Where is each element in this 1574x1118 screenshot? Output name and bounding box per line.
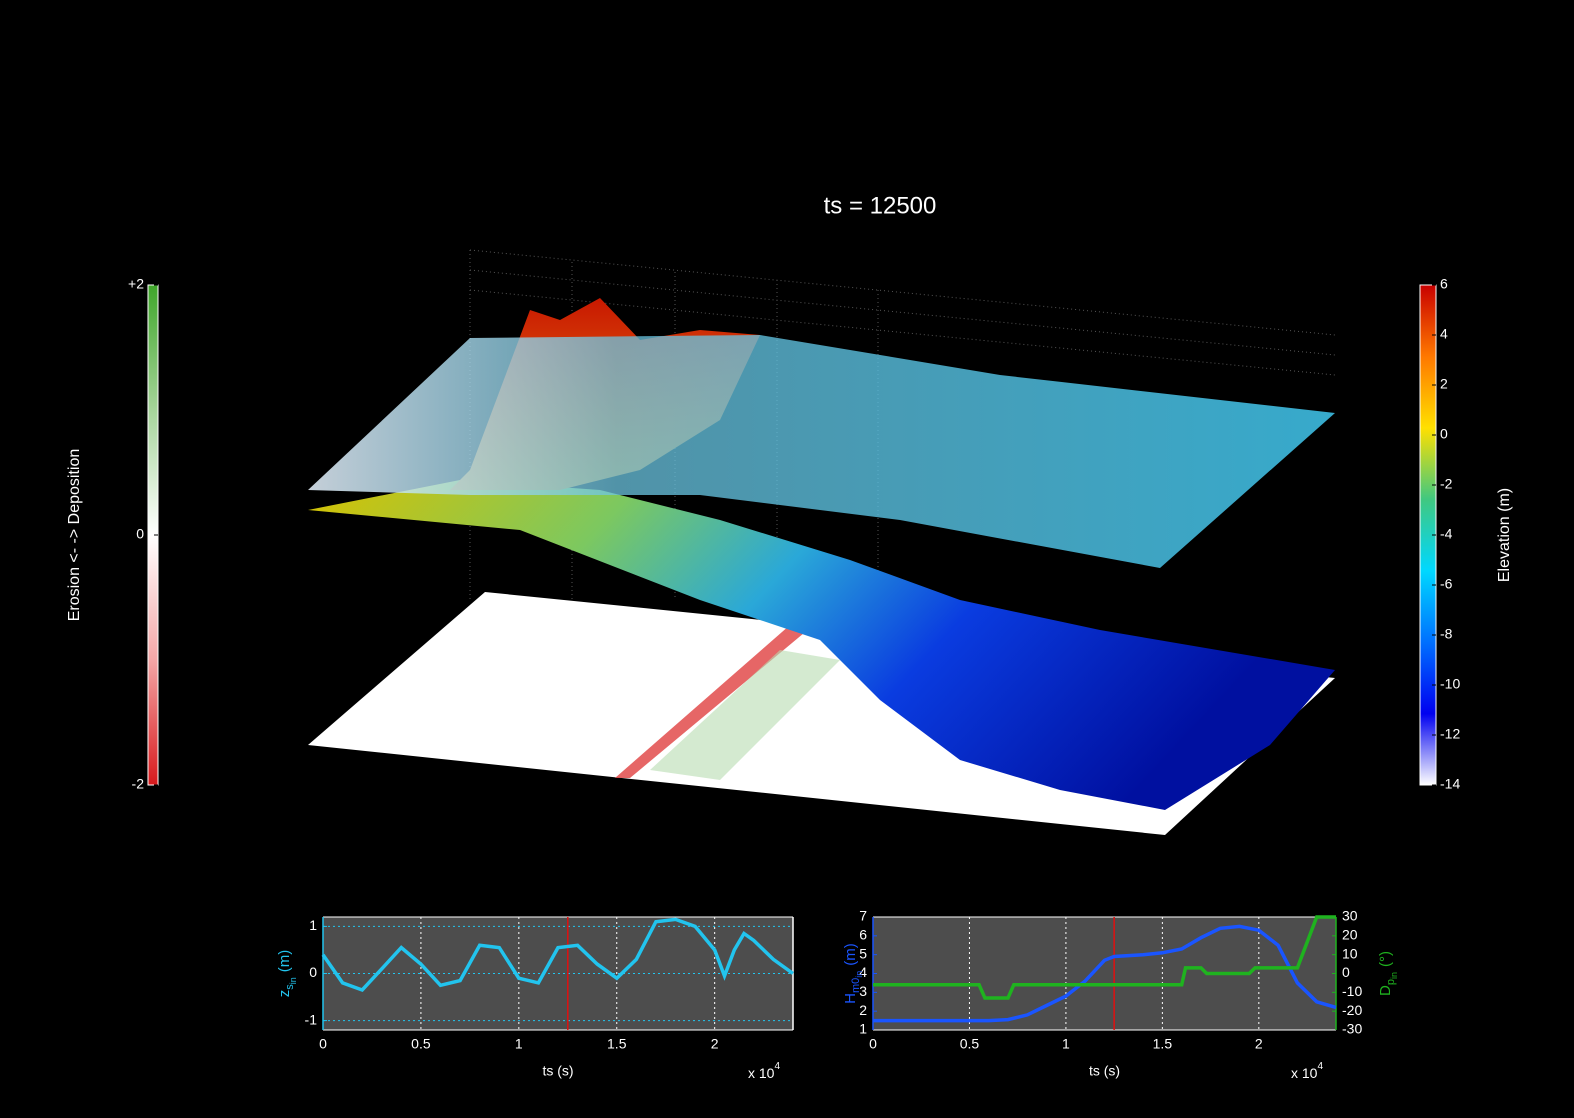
colorbar-tick-label: -2 xyxy=(132,776,145,792)
x-tick-label: 1.5 xyxy=(1153,1036,1173,1052)
multiplier-exponent: 4 xyxy=(1317,1061,1323,1072)
x-tick-label: 0 xyxy=(319,1036,327,1052)
y2-tick-label: 10 xyxy=(1342,945,1358,961)
colorbar-tick-label: +2 xyxy=(128,276,144,292)
y-tick-label: 0 xyxy=(309,964,317,980)
label-unit: (°) xyxy=(1377,951,1394,967)
x-tick-label: 2 xyxy=(1255,1036,1263,1052)
x-axis-label: ts (s) xyxy=(542,1063,573,1079)
colorbar-tick-label: -8 xyxy=(1440,626,1453,642)
y-tick-label: 2 xyxy=(859,1002,867,1018)
title: ts = 12500 xyxy=(824,192,937,219)
multiplier-base: x 10 xyxy=(748,1065,775,1081)
x-tick-label: 1 xyxy=(1062,1036,1070,1052)
colorbar-tick-label: -6 xyxy=(1440,576,1453,592)
y2-tick-label: 0 xyxy=(1342,964,1350,980)
x-tick-label: 0.5 xyxy=(411,1036,431,1052)
colorbar-tick-label: 0 xyxy=(136,526,144,542)
y2-tick-label: 30 xyxy=(1342,908,1358,924)
y2-tick-label: -10 xyxy=(1342,983,1362,999)
label-sub: m0 xyxy=(850,978,862,993)
colorbar-tick-label: -12 xyxy=(1440,726,1460,742)
x-tick-label: 0 xyxy=(869,1036,877,1052)
label-unit: (m) xyxy=(842,943,859,966)
label-unit: (m) xyxy=(276,950,293,973)
y-tick-label: -1 xyxy=(305,1011,318,1027)
multiplier-base: x 10 xyxy=(1291,1065,1318,1081)
colorbar-tick-label: 4 xyxy=(1440,326,1448,342)
y2-tick-label: 20 xyxy=(1342,927,1358,943)
colorbar-tick-label: 6 xyxy=(1440,276,1448,292)
label-subsub: in xyxy=(1389,972,1399,979)
label-subsub: in xyxy=(288,977,298,984)
colorbar-tick-label: -14 xyxy=(1440,776,1460,792)
x-tick-label: 2 xyxy=(711,1036,719,1052)
label-subsub: in xyxy=(854,971,864,978)
y-tick-label: 5 xyxy=(859,945,867,961)
colorbar-label: Elevation (m) xyxy=(1496,488,1513,582)
colorbar-tick-label: 0 xyxy=(1440,426,1448,442)
colorbar-tick-label: -10 xyxy=(1440,676,1460,692)
label-base: H xyxy=(842,993,859,1004)
x-tick-label: 0.5 xyxy=(960,1036,980,1052)
y-tick-label: 7 xyxy=(859,908,867,924)
body: ts = 12500 +2 0 -2 Erosion <- -> Deposition… xyxy=(0,0,1574,1118)
y-tick-label: 1 xyxy=(859,1021,867,1037)
label-base: D xyxy=(1377,985,1394,996)
page: Morphology view {"chart_data": [ {"type"… xyxy=(0,0,1574,1118)
y-tick-label: 6 xyxy=(859,927,867,943)
x-axis-label: ts (s) xyxy=(1089,1063,1120,1079)
colorbar-tick-label: -2 xyxy=(1440,476,1453,492)
plot-area xyxy=(873,917,1336,1030)
colorbar-label: Erosion <- -> Deposition xyxy=(66,449,83,622)
y2-tick-label: -20 xyxy=(1342,1002,1362,1018)
x-tick-label: 1 xyxy=(515,1036,523,1052)
multiplier-exponent: 4 xyxy=(774,1061,780,1072)
x-tick-label: 1.5 xyxy=(607,1036,627,1052)
colorbar-tick-label: 2 xyxy=(1440,376,1448,392)
y2-tick-label: -30 xyxy=(1342,1021,1362,1037)
figure: ts = 12500 +2 0 -2 Erosion <- -> Deposition… xyxy=(0,0,1574,1118)
colorbar-tick-label: -4 xyxy=(1440,526,1453,542)
label-base: z xyxy=(276,990,293,998)
y-tick-label: 1 xyxy=(309,917,317,933)
